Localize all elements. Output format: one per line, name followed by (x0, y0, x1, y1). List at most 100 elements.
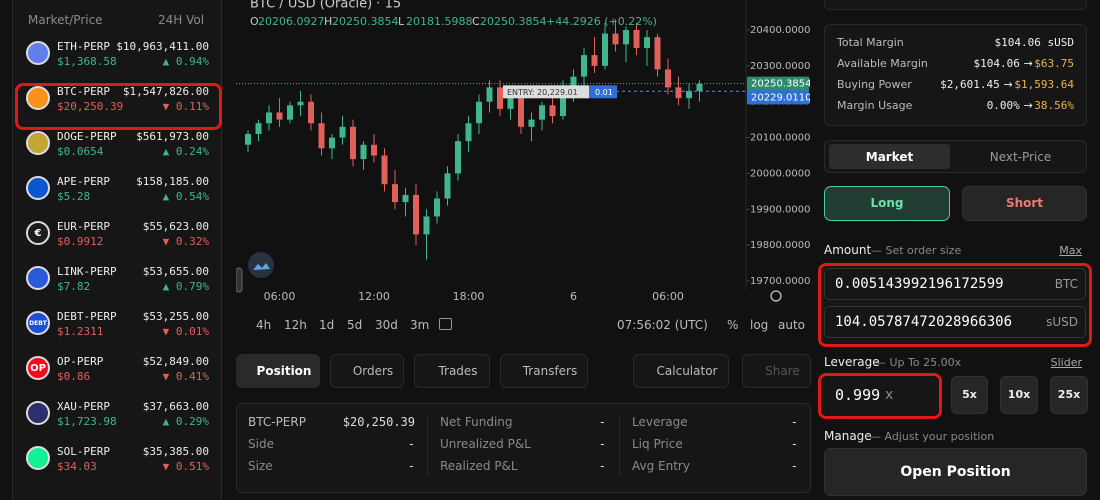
ohlc-key: C (472, 15, 480, 28)
position-label: Net Funding (440, 415, 513, 429)
market-price: $1,723.98 (57, 415, 117, 428)
candle-body (507, 98, 514, 109)
market-change: ▲ 0.29% (162, 415, 209, 428)
candle-body (329, 137, 335, 149)
amount-unit: BTC (1054, 277, 1078, 291)
position-value: $20,250.39 (342, 415, 415, 429)
leverage-preset[interactable]: 25x (1050, 376, 1088, 414)
candle-body (465, 123, 472, 142)
position-value: - (598, 437, 606, 451)
amount-input[interactable] (824, 306, 1086, 338)
position-value: - (407, 459, 415, 473)
margin-box (824, 24, 1087, 126)
position-value: - (598, 459, 606, 473)
market-volume: $561,973.00 (136, 130, 209, 143)
candle-body (297, 101, 304, 106)
position-label: Leverage (632, 415, 688, 429)
leverage-preset[interactable]: 5x (951, 376, 988, 414)
short-button[interactable]: Short (962, 186, 1087, 221)
tab[interactable] (236, 354, 320, 388)
market-icon: € (26, 221, 50, 245)
tv-logo (248, 252, 274, 278)
market-change: ▼ 0.32% (162, 235, 209, 248)
tab[interactable] (500, 354, 588, 388)
tab[interactable] (414, 354, 490, 388)
candle-body (497, 87, 503, 109)
market-price: $1.2311 (57, 325, 104, 338)
tab-label: Calculator (656, 364, 718, 378)
margin-to: $1,593.64 (1014, 78, 1074, 91)
candle-body (686, 90, 692, 99)
candle-body (665, 69, 671, 88)
manage-hint: — Adjust your position (870, 430, 995, 443)
interval[interactable]: 3m (410, 318, 430, 332)
candle-body (591, 55, 598, 66)
position-label: Size (248, 459, 273, 473)
candle-body (392, 184, 398, 203)
candle-body (602, 33, 608, 66)
amount-label: Amount (824, 243, 872, 257)
margin-label: Margin Usage (837, 99, 913, 112)
position-label: BTC-PERP (248, 415, 306, 429)
market-change: ▲ 0.94% (162, 55, 209, 68)
market-symbol: DEBT-PERP (57, 310, 117, 323)
market-price: $0.0654 (57, 145, 104, 158)
market-volume: $53,255.00 (142, 310, 209, 323)
amount-hint: — Set order size (871, 244, 962, 257)
market-icon (26, 401, 50, 425)
market-icon (26, 86, 50, 110)
market-change: ▲ 0.24% (162, 145, 209, 158)
chart-option[interactable]: % (727, 318, 739, 332)
tab[interactable] (633, 354, 729, 388)
candle-body (381, 155, 388, 185)
leverage-preset[interactable]: 10x (1000, 376, 1038, 414)
y-tick-label: 19900.0000 (750, 204, 810, 215)
interval[interactable]: 12h (284, 318, 307, 332)
highlight (15, 83, 222, 130)
compare-icon[interactable] (439, 318, 452, 330)
candle-body (518, 98, 524, 127)
candle-body (413, 194, 419, 235)
amount-input[interactable] (824, 268, 1086, 300)
ohlc-value: 20181.5988 (406, 15, 472, 28)
candle-body (266, 112, 272, 124)
candle-body (696, 83, 703, 91)
market-volume: $10,963,411.00 (116, 40, 209, 53)
market-change: ▼ 0.01% (162, 325, 209, 338)
interval[interactable]: 4h (256, 318, 272, 332)
candle-body (276, 112, 283, 120)
amount-unit: sUSD (1046, 315, 1078, 329)
leverage-value[interactable]: 0.999 (835, 386, 881, 404)
margin-label: Total Margin (837, 36, 904, 49)
market-symbol: APE-PERP (57, 175, 110, 188)
candle-body (402, 194, 409, 203)
long-button[interactable]: Long (824, 186, 950, 221)
interval[interactable]: 5d (347, 318, 363, 332)
candle-body (287, 105, 293, 120)
candle-body (570, 76, 577, 88)
order-type[interactable]: Next-Price (989, 150, 1052, 164)
ohlc-value: 20250.3854 (332, 15, 398, 28)
market-change: ▲ 0.79% (162, 280, 209, 293)
interval[interactable]: 30d (375, 318, 398, 332)
chart-option[interactable]: log (750, 318, 769, 332)
tab[interactable] (742, 354, 811, 388)
entry-label-bg (503, 85, 589, 99)
order-type-active[interactable] (829, 144, 950, 169)
open-position-button[interactable]: Open Position (824, 448, 1087, 496)
market-symbol: ETH-PERP (57, 40, 110, 53)
market-symbol: XAU-PERP (57, 400, 110, 413)
tab-label: Transfers (522, 364, 578, 378)
slider-link[interactable]: Slider (1050, 356, 1082, 369)
candle-body (371, 144, 377, 156)
margin-arrow: → (1023, 99, 1033, 112)
candle-body (350, 126, 356, 160)
max-link[interactable]: Max (1059, 244, 1082, 257)
last-price-tag: 20250.3854 (751, 79, 810, 90)
margin-arrow: → (1003, 78, 1013, 91)
interval[interactable]: 1d (319, 318, 335, 332)
chart-option[interactable]: auto (778, 318, 806, 332)
tab[interactable] (330, 354, 404, 388)
tab-label: Share (765, 364, 800, 378)
